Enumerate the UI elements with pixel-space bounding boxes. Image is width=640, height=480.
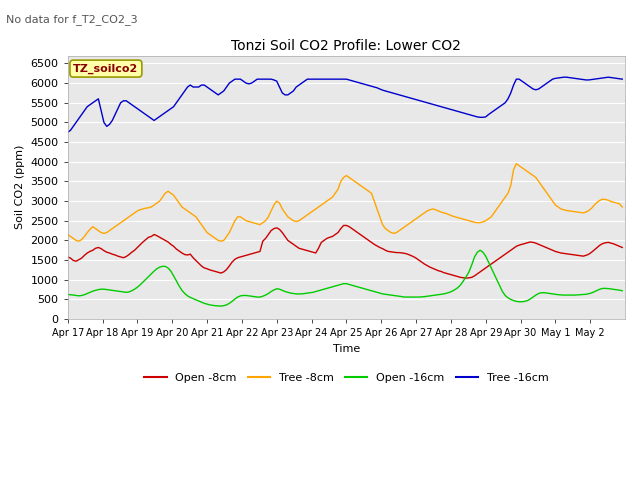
Title: Tonzi Soil CO2 Profile: Lower CO2: Tonzi Soil CO2 Profile: Lower CO2 <box>232 39 461 53</box>
Text: TZ_soilco2: TZ_soilco2 <box>74 63 138 74</box>
X-axis label: Time: Time <box>333 344 360 354</box>
Legend: Open -8cm, Tree -8cm, Open -16cm, Tree -16cm: Open -8cm, Tree -8cm, Open -16cm, Tree -… <box>140 369 553 387</box>
Y-axis label: Soil CO2 (ppm): Soil CO2 (ppm) <box>15 145 25 229</box>
Text: No data for f_T2_CO2_3: No data for f_T2_CO2_3 <box>6 14 138 25</box>
